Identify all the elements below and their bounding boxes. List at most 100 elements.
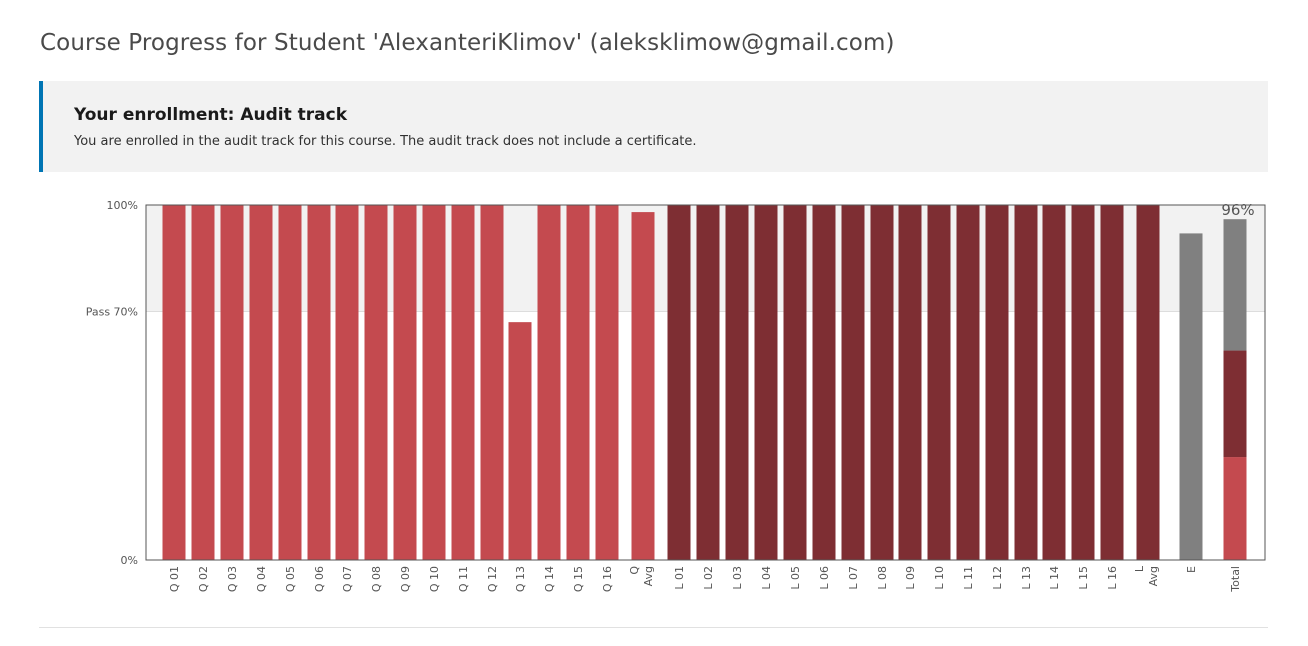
svg-text:Q 01: Q 01 xyxy=(168,566,181,592)
svg-text:Q 13: Q 13 xyxy=(514,566,527,592)
bar-q-04 xyxy=(249,205,273,560)
x-tick-label: Q 12 xyxy=(486,566,499,592)
x-tick-label: L 08 xyxy=(876,566,889,590)
x-tick-label: Q 06 xyxy=(313,566,326,592)
svg-text:Q 05: Q 05 xyxy=(284,566,297,592)
bar-q-avg xyxy=(631,212,655,560)
bar-l-16 xyxy=(1100,205,1124,560)
x-tick-label: Q 01 xyxy=(168,566,181,592)
bar-l-12 xyxy=(985,205,1009,560)
x-tick-label: L 10 xyxy=(933,566,946,590)
bottom-divider xyxy=(39,627,1268,628)
svg-text:L 03: L 03 xyxy=(731,566,744,590)
bar-q-02 xyxy=(191,205,215,560)
svg-text:Q 08: Q 08 xyxy=(370,566,383,592)
bar-l-07 xyxy=(841,205,865,560)
x-tick-label: Q 10 xyxy=(428,566,441,592)
x-tick-label: L 16 xyxy=(1106,566,1119,590)
bar-l-10 xyxy=(927,205,951,560)
svg-text:Q 15: Q 15 xyxy=(572,566,585,592)
bar-l-01 xyxy=(667,205,691,560)
svg-text:L 13: L 13 xyxy=(1020,566,1033,590)
x-tick-label: Total xyxy=(1229,566,1242,593)
x-tick-label: Q 02 xyxy=(197,566,210,592)
svg-text:Q 04: Q 04 xyxy=(255,566,268,592)
x-tick-label: L 01 xyxy=(673,566,686,590)
y-tick-label: 100% xyxy=(107,199,138,212)
svg-text:L 09: L 09 xyxy=(904,566,917,590)
y-tick-label: Pass 70% xyxy=(86,306,138,319)
bar-l-15 xyxy=(1071,205,1095,560)
bar-q-15 xyxy=(566,205,590,560)
enrollment-message: You are enrolled in the audit track for … xyxy=(74,134,697,149)
svg-text:Q 14: Q 14 xyxy=(543,566,556,592)
bar-q-14 xyxy=(537,205,561,560)
bar-q-13 xyxy=(508,322,532,560)
bar-l-avg xyxy=(1136,205,1160,560)
x-tick-label: L 12 xyxy=(991,566,1004,590)
bar-l-04 xyxy=(754,205,778,560)
bar-e xyxy=(1179,233,1203,560)
bar-q-05 xyxy=(278,205,302,560)
page-title: Course Progress for Student 'AlexanteriK… xyxy=(40,30,895,56)
bar-q-10 xyxy=(422,205,446,560)
svg-text:L 12: L 12 xyxy=(991,566,1004,590)
svg-text:L 08: L 08 xyxy=(876,566,889,590)
x-tick-label: L 09 xyxy=(904,566,917,590)
bar-l-06 xyxy=(812,205,836,560)
svg-text:E: E xyxy=(1185,566,1198,573)
total-segment-lab xyxy=(1223,350,1247,458)
x-tick-label: L Avg xyxy=(1133,565,1160,586)
svg-text:L 15: L 15 xyxy=(1077,566,1090,590)
total-value-label: 96% xyxy=(1221,201,1254,219)
total-segment-quiz xyxy=(1223,457,1247,560)
bar-l-03 xyxy=(725,205,749,560)
svg-text:Q 02: Q 02 xyxy=(197,566,210,592)
x-tick-label: Q 03 xyxy=(226,566,239,592)
bar-l-05 xyxy=(783,205,807,560)
bar-q-06 xyxy=(307,205,331,560)
x-tick-label: L 13 xyxy=(1020,566,1033,590)
svg-text:L 10: L 10 xyxy=(933,566,946,590)
bar-l-09 xyxy=(898,205,922,560)
x-tick-label: Q 11 xyxy=(457,566,470,592)
svg-text:Avg: Avg xyxy=(1147,566,1160,586)
x-tick-label: L 06 xyxy=(818,566,831,590)
bar-q-08 xyxy=(364,205,388,560)
svg-text:Q 07: Q 07 xyxy=(341,566,354,592)
bar-l-02 xyxy=(696,205,720,560)
x-tick-label: L 02 xyxy=(702,566,715,590)
bar-q-09 xyxy=(393,205,417,560)
x-tick-label: Q Avg xyxy=(628,566,655,587)
x-tick-label: L 14 xyxy=(1048,566,1061,590)
svg-text:Q 10: Q 10 xyxy=(428,566,441,592)
svg-text:L: L xyxy=(1133,565,1146,572)
svg-text:L 04: L 04 xyxy=(760,566,773,590)
x-tick-label: Q 05 xyxy=(284,566,297,592)
bar-q-11 xyxy=(451,205,475,560)
y-tick-label: 0% xyxy=(121,554,138,567)
svg-text:Q: Q xyxy=(628,566,641,575)
svg-text:L 14: L 14 xyxy=(1048,566,1061,590)
svg-text:L 11: L 11 xyxy=(962,566,975,590)
svg-text:L 01: L 01 xyxy=(673,566,686,590)
svg-text:Total: Total xyxy=(1229,566,1242,593)
bar-q-12 xyxy=(480,205,504,560)
svg-text:Q 03: Q 03 xyxy=(226,566,239,592)
bar-l-11 xyxy=(956,205,980,560)
x-tick-label: Q 16 xyxy=(601,566,614,592)
x-tick-label: E xyxy=(1185,566,1198,573)
x-tick-label: Q 13 xyxy=(514,566,527,592)
x-tick-label: L 15 xyxy=(1077,566,1090,590)
x-tick-label: Q 08 xyxy=(370,566,383,592)
svg-text:Avg: Avg xyxy=(642,566,655,586)
svg-text:Q 12: Q 12 xyxy=(486,566,499,592)
svg-text:Q 09: Q 09 xyxy=(399,566,412,592)
x-tick-label: Q 15 xyxy=(572,566,585,592)
bar-q-03 xyxy=(220,205,244,560)
bar-q-01 xyxy=(162,205,186,560)
svg-text:L 07: L 07 xyxy=(847,566,860,590)
x-tick-label: Q 04 xyxy=(255,566,268,592)
x-tick-label: L 07 xyxy=(847,566,860,590)
